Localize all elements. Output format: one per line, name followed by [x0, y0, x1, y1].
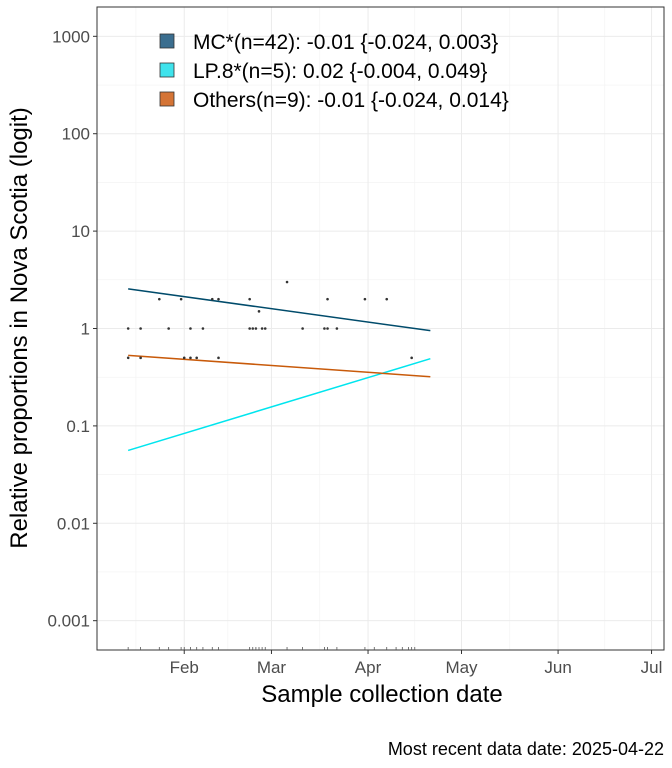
data-point [126, 327, 130, 330]
data-point [326, 327, 329, 330]
data-point [189, 327, 192, 330]
legend-label: LP.8*(n=5): 0.02 {-0.004, 0.049} [193, 60, 487, 83]
data-point [139, 327, 142, 330]
data-point [158, 297, 161, 301]
data-point [189, 356, 192, 360]
trend-line [128, 354, 431, 378]
data-point [301, 327, 304, 330]
data-point [254, 327, 258, 330]
data-point [182, 356, 186, 360]
x-axis: Feb Mar Apr May Jun Jul [170, 650, 663, 677]
data-point [248, 297, 251, 301]
grid-lines [97, 7, 664, 650]
y-tick-label: 10 [71, 222, 90, 241]
y-tick-label: 1000 [52, 27, 90, 46]
y-tick-label: 1 [81, 320, 90, 339]
legend-label: Others(n=9): -0.01 {-0.024, 0.014} [193, 89, 509, 112]
data-point [251, 327, 255, 330]
data-point [257, 310, 261, 313]
trend-lines [127, 288, 431, 452]
y-tick-label: 100 [62, 125, 90, 144]
legend-swatch [159, 62, 175, 78]
data-point [167, 327, 170, 330]
data-point [326, 297, 329, 301]
x-tick-label: Feb [170, 658, 199, 677]
x-tick-label: May [445, 658, 478, 677]
y-axis: 0.001 0.01 0.1 1 10 100 1000 [47, 27, 97, 631]
data-point [260, 327, 264, 330]
data-point [248, 327, 251, 330]
data-point [139, 356, 142, 360]
data-point [179, 297, 183, 301]
data-point [217, 356, 220, 360]
data-point [263, 327, 267, 330]
x-tick-label: Jul [641, 658, 663, 677]
caption: Most recent data date: 2025-04-22 [388, 739, 664, 759]
data-point [410, 356, 413, 360]
x-tick-label: Mar [257, 658, 287, 677]
data-point [285, 280, 289, 284]
legend: MC*(n=42): -0.01 {-0.024, 0.003} LP.8*(n=… [159, 31, 509, 112]
date-rug [127, 647, 416, 650]
x-tick-label: Jun [544, 658, 571, 677]
data-point [201, 327, 205, 330]
data-point [195, 356, 198, 360]
data-points [126, 280, 413, 360]
x-axis-title: Sample collection date [261, 681, 502, 708]
data-point [385, 297, 389, 301]
y-axis-title: Relative proportions in Nova Scotia (log… [6, 107, 33, 549]
data-point [210, 297, 214, 301]
x-tick-label: Apr [355, 658, 382, 677]
legend-label: MC*(n=42): -0.01 {-0.024, 0.003} [193, 31, 498, 54]
data-point [335, 327, 339, 330]
data-point [217, 297, 220, 301]
y-tick-label: 0.01 [57, 514, 90, 533]
data-point [363, 297, 367, 301]
trend-line [128, 288, 431, 332]
data-point [323, 327, 326, 330]
legend-swatch [159, 33, 175, 49]
legend-swatch [159, 91, 175, 107]
trend-line [127, 357, 431, 452]
y-tick-label: 0.001 [47, 612, 90, 631]
y-tick-label: 0.1 [66, 417, 90, 436]
data-point [126, 356, 130, 360]
